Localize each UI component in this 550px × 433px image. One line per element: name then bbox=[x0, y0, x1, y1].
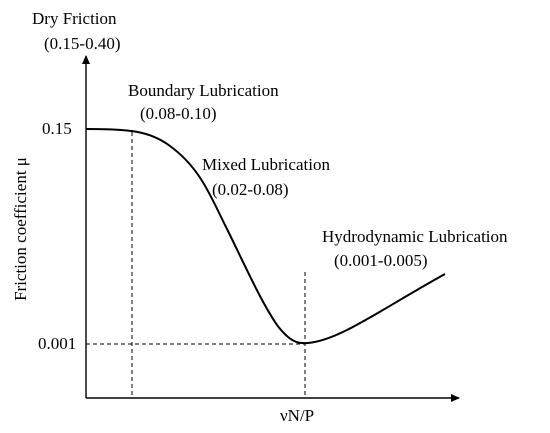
boundary-lubrication-label: Boundary Lubrication bbox=[128, 81, 279, 100]
y-tick-low: 0.001 bbox=[38, 334, 76, 353]
x-axis-label: νN/P bbox=[280, 406, 314, 425]
mixed-lubrication-range: (0.02-0.08) bbox=[212, 180, 288, 199]
y-axis-label: Friction coefficient μ bbox=[11, 157, 30, 301]
hydrodynamic-lubrication-label: Hydrodynamic Lubrication bbox=[322, 227, 508, 246]
hydrodynamic-lubrication-range: (0.001-0.005) bbox=[334, 251, 427, 270]
stribeck-curve bbox=[85, 128, 446, 345]
mixed-lubrication-label: Mixed Lubrication bbox=[202, 155, 330, 174]
boundary-lubrication-range: (0.08-0.10) bbox=[140, 104, 216, 123]
dry-friction-label: Dry Friction bbox=[32, 9, 117, 28]
dry-friction-range: (0.15-0.40) bbox=[44, 34, 120, 53]
y-tick-high: 0.15 bbox=[42, 119, 72, 138]
